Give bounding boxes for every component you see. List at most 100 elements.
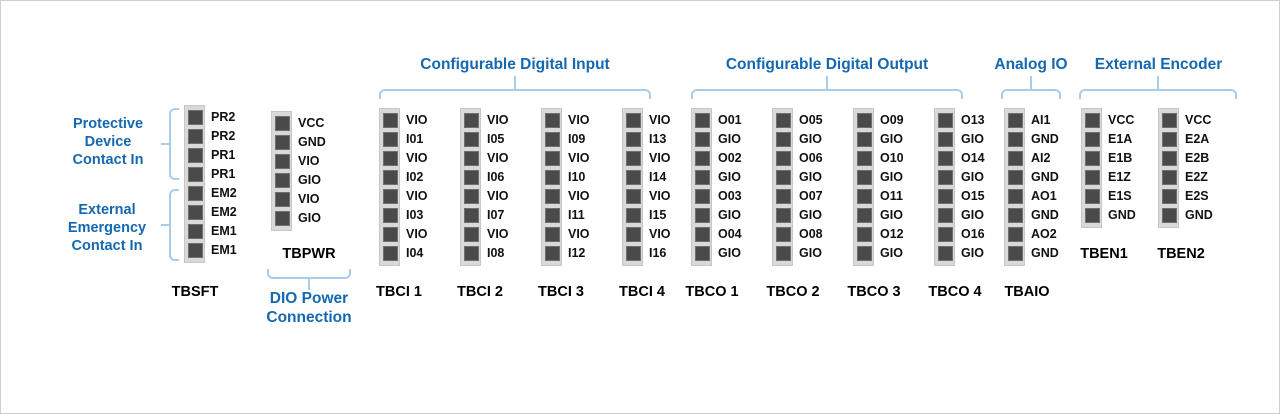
pin-square[interactable]: [626, 170, 641, 185]
pin-row[interactable]: I07: [461, 206, 504, 225]
pin-square[interactable]: [695, 227, 710, 242]
pin-square[interactable]: [188, 224, 203, 239]
pin-row[interactable]: I11: [542, 206, 585, 225]
pin-row[interactable]: E1Z: [1082, 168, 1131, 187]
pin-row[interactable]: EM2: [185, 184, 237, 203]
pin-row[interactable]: GIO: [692, 206, 741, 225]
pin-row[interactable]: O16: [935, 225, 985, 244]
pin-square[interactable]: [626, 113, 641, 128]
pin-row[interactable]: E2Z: [1159, 168, 1208, 187]
pin-row[interactable]: VIO: [542, 187, 590, 206]
pin-row[interactable]: PR2: [185, 127, 235, 146]
pin-row[interactable]: O06: [773, 149, 823, 168]
pin-square[interactable]: [545, 227, 560, 242]
connector-tben2[interactable]: VCC E2A E2B E2Z E2S GND: [1158, 108, 1213, 228]
pin-row[interactable]: O15: [935, 187, 985, 206]
pin-square[interactable]: [857, 208, 872, 223]
pin-row[interactable]: GND: [1005, 244, 1059, 263]
pin-square[interactable]: [464, 132, 479, 147]
pin-row[interactable]: AO1: [1005, 187, 1057, 206]
pin-row[interactable]: VIO: [542, 225, 590, 244]
pin-square[interactable]: [938, 189, 953, 204]
pin-square[interactable]: [545, 113, 560, 128]
pin-row[interactable]: VIO: [461, 149, 509, 168]
pin-row[interactable]: GIO: [935, 206, 984, 225]
pin-square[interactable]: [1008, 227, 1023, 242]
pin-square[interactable]: [188, 243, 203, 258]
pin-square[interactable]: [1085, 151, 1100, 166]
pin-square[interactable]: [275, 211, 290, 226]
pin-square[interactable]: [1162, 151, 1177, 166]
pin-row[interactable]: VCC: [1082, 111, 1134, 130]
pin-square[interactable]: [1085, 208, 1100, 223]
pin-row[interactable]: VIO: [461, 187, 509, 206]
connector-tbci3[interactable]: VIO I09 VIO I10 VIO I11 VIO I12: [541, 108, 590, 266]
pin-row[interactable]: EM1: [185, 241, 237, 260]
pin-row[interactable]: GIO: [935, 168, 984, 187]
pin-square[interactable]: [695, 189, 710, 204]
pin-square[interactable]: [383, 132, 398, 147]
pin-square[interactable]: [1162, 208, 1177, 223]
pin-row[interactable]: GND: [1005, 168, 1059, 187]
pin-row[interactable]: GND: [1159, 206, 1213, 225]
pin-row[interactable]: VIO: [272, 152, 320, 171]
pin-row[interactable]: GIO: [773, 130, 822, 149]
pin-square[interactable]: [695, 208, 710, 223]
pin-square[interactable]: [1008, 170, 1023, 185]
pin-row[interactable]: EM1: [185, 222, 237, 241]
pin-row[interactable]: GIO: [935, 130, 984, 149]
pin-square[interactable]: [1162, 170, 1177, 185]
pin-square[interactable]: [857, 246, 872, 261]
pin-square[interactable]: [938, 151, 953, 166]
pin-row[interactable]: GIO: [854, 130, 903, 149]
pin-row[interactable]: PR2: [185, 108, 235, 127]
pin-row[interactable]: EM2: [185, 203, 237, 222]
pin-row[interactable]: GIO: [773, 168, 822, 187]
pin-row[interactable]: E2S: [1159, 187, 1209, 206]
pin-row[interactable]: GIO: [773, 244, 822, 263]
pin-row[interactable]: O03: [692, 187, 742, 206]
pin-row[interactable]: VIO: [623, 111, 671, 130]
pin-square[interactable]: [545, 189, 560, 204]
connector-tbco3[interactable]: O09 GIO O10 GIO O11 GIO O12 GIO: [853, 108, 904, 266]
pin-row[interactable]: GIO: [692, 130, 741, 149]
pin-row[interactable]: AI1: [1005, 111, 1050, 130]
pin-row[interactable]: O04: [692, 225, 742, 244]
pin-square[interactable]: [1085, 189, 1100, 204]
pin-square[interactable]: [275, 135, 290, 150]
pin-row[interactable]: O13: [935, 111, 985, 130]
pin-row[interactable]: I05: [461, 130, 504, 149]
pin-row[interactable]: PR1: [185, 146, 235, 165]
pin-row[interactable]: GIO: [692, 168, 741, 187]
pin-square[interactable]: [776, 227, 791, 242]
pin-row[interactable]: I12: [542, 244, 585, 263]
pin-row[interactable]: AI2: [1005, 149, 1050, 168]
pin-row[interactable]: GIO: [272, 209, 321, 228]
pin-square[interactable]: [188, 129, 203, 144]
pin-row[interactable]: GIO: [272, 171, 321, 190]
connector-tben1[interactable]: VCC E1A E1B E1Z E1S GND: [1081, 108, 1136, 228]
pin-square[interactable]: [857, 170, 872, 185]
pin-row[interactable]: E2A: [1159, 130, 1209, 149]
pin-square[interactable]: [1008, 189, 1023, 204]
pin-row[interactable]: VIO: [461, 111, 509, 130]
pin-square[interactable]: [1085, 113, 1100, 128]
pin-square[interactable]: [1085, 132, 1100, 147]
pin-row[interactable]: VIO: [623, 149, 671, 168]
pin-square[interactable]: [464, 246, 479, 261]
pin-square[interactable]: [695, 132, 710, 147]
pin-square[interactable]: [776, 113, 791, 128]
connector-tbco4[interactable]: O13 GIO O14 GIO O15 GIO O16 GIO: [934, 108, 985, 266]
connector-tbci1[interactable]: VIO I01 VIO I02 VIO I03 VIO I04: [379, 108, 428, 266]
pin-row[interactable]: O10: [854, 149, 904, 168]
pin-square[interactable]: [857, 132, 872, 147]
pin-square[interactable]: [275, 173, 290, 188]
pin-square[interactable]: [464, 151, 479, 166]
pin-row[interactable]: O02: [692, 149, 742, 168]
pin-square[interactable]: [1008, 151, 1023, 166]
pin-square[interactable]: [188, 167, 203, 182]
pin-square[interactable]: [626, 246, 641, 261]
pin-row[interactable]: O09: [854, 111, 904, 130]
pin-row[interactable]: O11: [854, 187, 903, 206]
pin-row[interactable]: VIO: [380, 149, 428, 168]
